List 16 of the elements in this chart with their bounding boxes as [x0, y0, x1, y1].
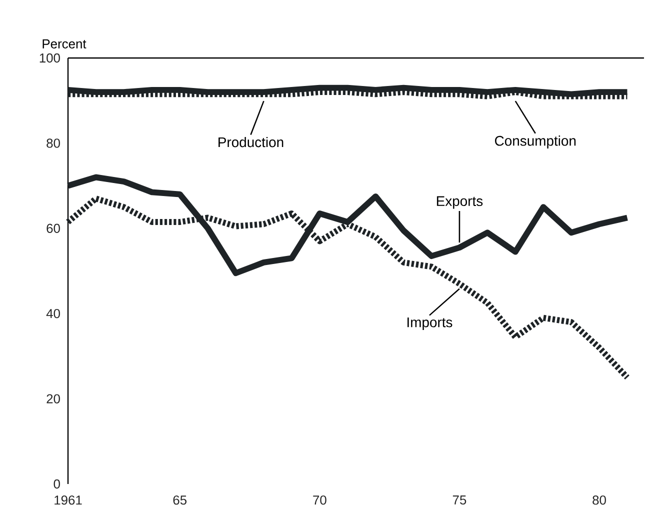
x-tick-label: 70: [313, 496, 326, 505]
x-tick-label: 75: [452, 496, 466, 505]
x-tick-label: 1961: [54, 496, 82, 505]
y-tick-label: 20: [46, 394, 60, 404]
text: Production: [218, 136, 284, 148]
y-tick-label: 60: [46, 224, 60, 233]
text: Imports: [407, 318, 452, 330]
x-tick-label: 80: [592, 496, 606, 505]
series-label: Exports: [436, 196, 483, 209]
x-tick-label: 65: [173, 496, 187, 505]
text: Consumption: [495, 136, 576, 149]
y-axis-title: Percent: [42, 39, 86, 48]
y-tick-label: 0: [54, 479, 60, 489]
y-tick-label: 80: [46, 138, 60, 148]
y-tick-label: 40: [46, 308, 60, 318]
y-tick-label: 100: [40, 53, 60, 63]
